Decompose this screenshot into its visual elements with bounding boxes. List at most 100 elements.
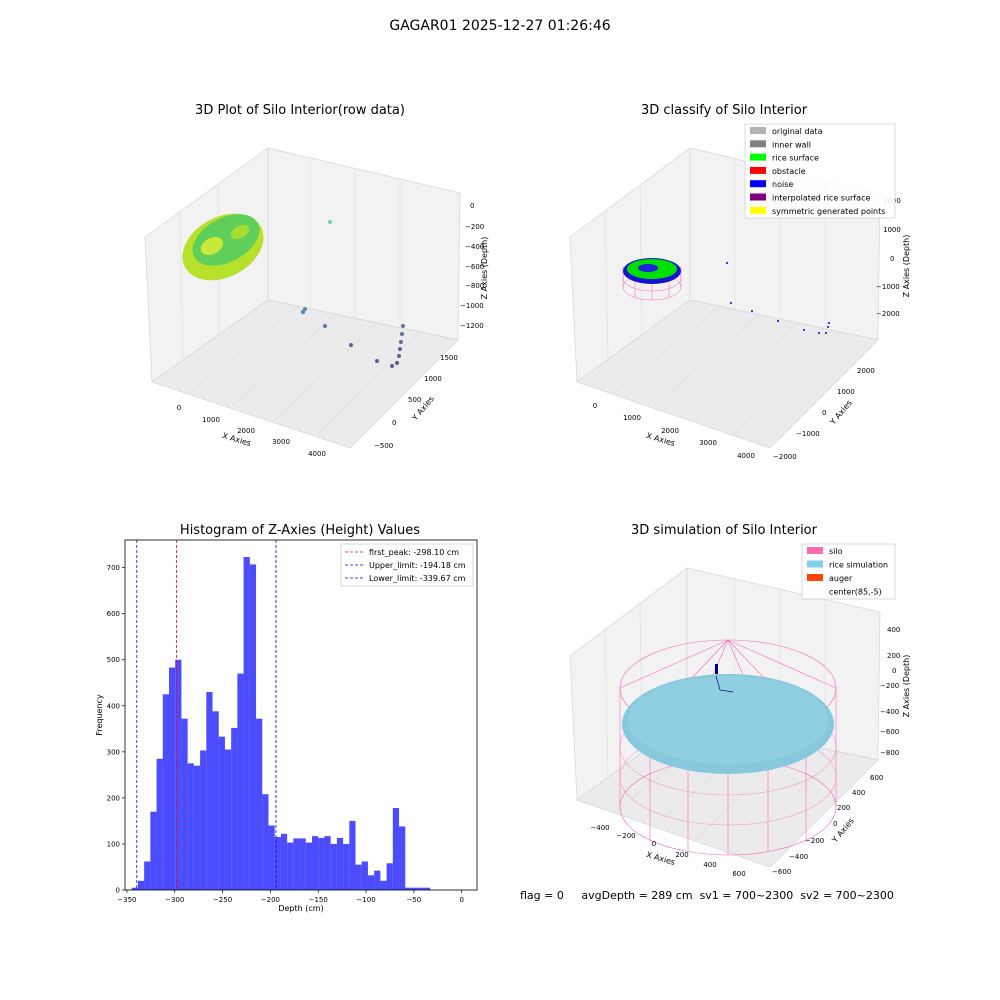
p1-ztick: −400 [465,243,484,251]
histogram-ylabel: Frequency [95,694,104,736]
histogram-ytick-label: 200 [107,794,120,802]
histogram-legend-label: first_peak: -298.10 cm [369,548,459,557]
histogram-xlabel: Depth (cm) [278,904,323,913]
histogram-xtick-label: −150 [309,896,328,904]
p1-ytick: 0 [392,419,396,427]
histogram-ytick-label: 700 [107,564,120,572]
histogram-bar [392,808,400,890]
p4-ytick: 200 [837,804,850,812]
panel1-title: 3D Plot of Silo Interior(row data) [195,103,405,118]
histogram-bar [343,843,350,890]
panel2-noise-points [726,262,830,334]
p1-xtick: 1000 [202,416,220,424]
histogram-bar [268,825,275,890]
legend-label: inner wall [772,140,811,149]
legend-swatch [750,127,766,134]
p1-xtick: 0 [177,404,181,412]
legend-swatch [750,140,766,148]
histogram-bar [423,887,431,890]
histogram-bar [287,842,294,890]
histogram-bar [324,836,331,890]
histogram-bar [156,758,163,890]
p4-ytick: −200 [805,837,824,845]
histogram-ytick-label: 100 [107,840,120,848]
histogram-bar [355,864,362,890]
panel4-auger [715,664,734,693]
legend-label: rice surface [772,154,819,163]
histogram-bar [367,875,375,890]
histogram-bar [274,837,281,890]
p1-zlabel: Z Axies (Depth) [480,237,489,300]
histogram-bar [150,811,157,890]
histogram-legend-label: Upper_limit: -194.18 cm [369,561,466,570]
legend-swatch [807,547,823,554]
p1-ztick: −1200 [460,322,484,330]
legend-label: center(85,-5) [829,588,882,597]
sv1-value: sv1 = 700~2300 [699,889,794,902]
legend-label: symmetric generated points [772,207,885,216]
p1-ztick: −600 [465,263,484,271]
p4-xtick: 0 [652,840,656,848]
p4-ztick: −200 [880,682,899,690]
p2-ztick: −1000 [876,283,900,291]
p2-xtick: 0 [593,402,597,410]
p4-ztick: 200 [887,652,900,660]
p2-xtick: 1000 [623,414,641,422]
histogram-bar [237,673,244,890]
histogram-bar [280,833,288,890]
histogram-bar [380,880,387,890]
p2-ztick: 1000 [883,226,901,234]
legend-label: interpolated rice surface [772,194,870,203]
histogram-bar [349,820,356,890]
p2-ytick: 0 [822,409,826,417]
histogram-bar [137,880,145,890]
panel2-title: 3D classify of Silo Interior [640,103,808,118]
p4-ytick: −400 [789,853,808,861]
legend-label: rice simulation [829,561,888,570]
histogram-legend [340,543,474,587]
histogram-bar [231,727,238,890]
histogram-bar [411,887,418,890]
p4-ztick: −400 [880,708,899,716]
p1-ztick: −800 [465,282,484,290]
histogram-xtick-label: 0 [459,896,463,904]
flag-value: flag = 0 [520,889,564,902]
panel1-floor-pane [151,299,459,449]
panel2-legend [744,123,896,219]
legend-swatch [807,560,823,568]
legend-swatch [807,574,823,581]
p4-xtick: −200 [616,832,635,840]
p4-ytick: 400 [852,789,865,797]
legend-label: auger [829,574,853,583]
sv2-value: sv2 = 700~2300 [800,889,894,902]
p2-xtick: 2000 [661,427,679,435]
p1-ytick: 500 [408,396,421,404]
p4-ytick: 0 [833,820,837,828]
panel4-title: 3D simulation of Silo Interior [631,523,817,538]
p1-xtick: 2000 [237,427,255,435]
histogram-xtick-label: −300 [165,896,184,904]
p2-ytick: −1000 [796,430,820,438]
histogram-bar [162,694,169,890]
histogram-bars [131,557,431,890]
panel4-rice-simulation [622,674,834,774]
histogram-bar [187,763,194,890]
histogram-bar [399,826,406,890]
histogram-bar [305,842,312,890]
p2-xtick: 4000 [737,452,755,460]
legend-swatch [750,193,766,201]
histogram-bar [181,718,188,890]
p1-xtick: 4000 [308,450,326,458]
histogram-bar [386,863,393,890]
histogram-ytick-label: 400 [107,702,120,710]
p2-ytick: 2000 [857,367,875,375]
histogram-legend-label: Lower_limit: -339.67 cm [369,574,466,583]
panel2-floor-pane [576,299,879,449]
histogram-bar [293,838,300,890]
legend-swatch [750,206,766,214]
status-line: flag = 0 avgDepth = 289 cm sv1 = 700~230… [520,889,894,902]
panel1-outlier-points [300,220,405,368]
